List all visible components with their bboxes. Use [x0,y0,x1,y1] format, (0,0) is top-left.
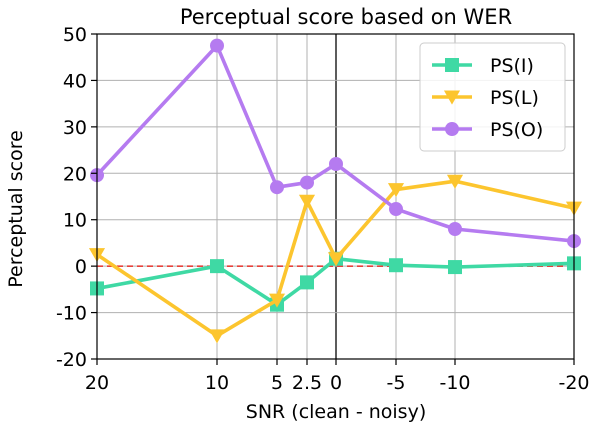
legend-label: PS(I) [490,55,534,77]
data-point [300,275,314,290]
y-tick-label: 10 [63,210,87,232]
data-point [270,180,284,195]
legend-label: PS(O) [490,119,543,141]
series-line [96,256,575,307]
y-tick-label: 40 [63,70,87,92]
data-point [210,259,224,274]
legend-label: PS(L) [490,87,539,109]
x-tick-label: 10 [205,372,229,394]
x-tick-label: 20 [85,372,109,394]
data-point [329,157,343,171]
y-tick-label: -10 [56,303,87,325]
data-point [389,202,403,217]
data-point [268,293,286,308]
data-point [448,222,462,236]
legend-swatch-marker [443,90,461,105]
legend-swatch-marker [445,58,459,72]
y-tick-label: 20 [63,163,87,185]
series-layer [88,38,583,344]
x-tick-label: 2.5 [292,372,322,394]
data-point [448,260,462,275]
data-point [300,175,314,190]
series-line [95,179,575,338]
y-tick-label: -20 [56,349,87,371]
y-axis-label: Perceptual score [5,130,27,288]
legend: PS(I) PS(L) PS(O) [419,42,566,152]
x-tick-label: -5 [387,372,406,394]
series-line [95,43,575,243]
x-tick-label: 0 [330,372,342,394]
x-tick-label: 5 [271,372,283,394]
data-point [387,183,405,198]
y-tick-label: 50 [63,24,87,46]
legend-swatch-marker [445,122,459,136]
chart-title: Perceptual score based on WER [180,5,512,29]
x-axis-label: SNR (clean - noisy) [246,401,426,423]
x-tick-label: -10 [439,372,470,394]
y-tick-label: 0 [75,256,87,278]
data-point [298,194,316,209]
data-point [208,329,226,344]
axis-layer: -20 -10 0 10 20 30 40 50 20 10 5 2.5 0 -5 -10 -20 [56,24,590,394]
data-point [389,258,403,273]
data-point [446,174,464,189]
data-point [327,252,345,267]
x-tick-label: -20 [558,372,589,394]
data-point [210,38,224,53]
y-tick-label: 30 [63,117,87,139]
